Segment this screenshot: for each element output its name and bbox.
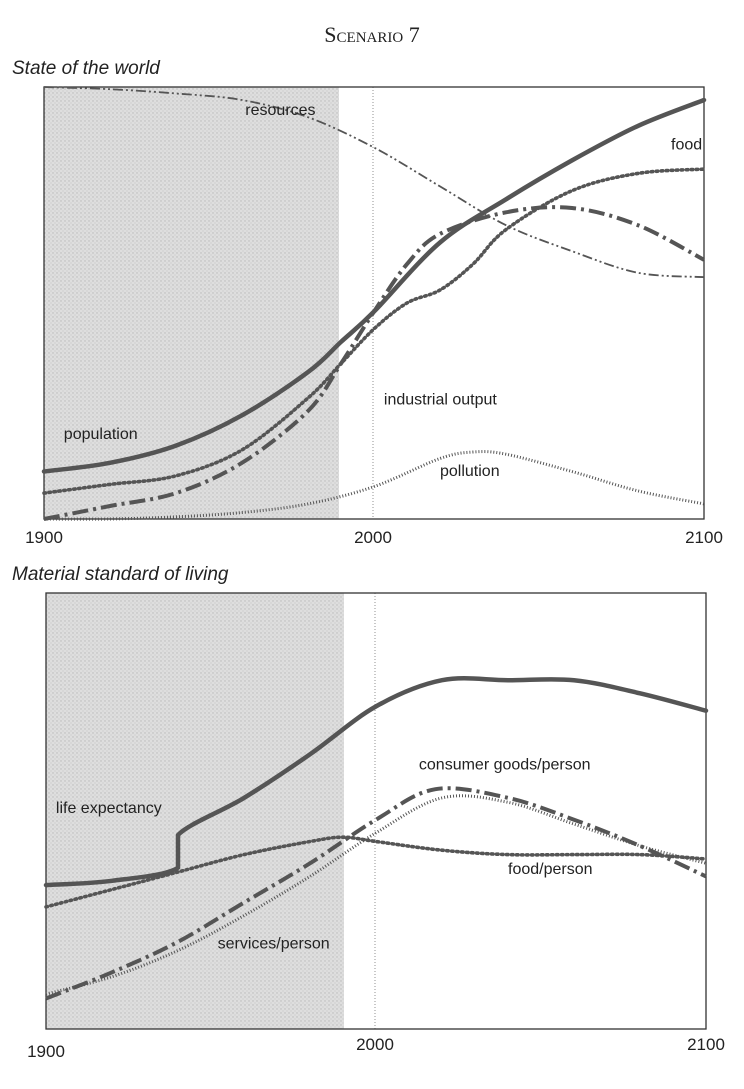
chart-title-top: State of the world [12,58,161,79]
tick-label-2100-top: 2100 [685,528,723,547]
series-label-pollution: pollution [440,463,500,480]
series-group-top [41,86,707,521]
series-line-resources [43,86,705,278]
series-label-food-person: food/person [508,861,593,878]
series-line-services-person [45,794,707,996]
annotations-bottom: life expectancy consumer goods/person food… [56,757,593,953]
tick-label-2000-top: 2000 [354,528,392,547]
series-label-consumer-goods-person: consumer goods/person [419,757,591,774]
series-group-bottom [43,675,709,1001]
tick-label-1900-top: 1900 [25,528,63,547]
series-line-pollution [43,450,705,521]
series-label-population: population [64,426,138,443]
series-label-services-person: services/person [218,935,330,952]
series-label-food: food [671,137,702,154]
figure-title: Scenario 7 [324,22,419,47]
plot-frame-top [43,86,705,520]
tick-label-2000-bottom: 2000 [356,1035,394,1054]
chart-title-bottom: Material standard of living [12,564,229,585]
series-line-industrial-output [43,205,705,521]
state-of-world-chart: State of the world resources food industri… [12,58,723,547]
series-label-industrial-output: industrial output [384,392,498,409]
plot-frame-bottom [45,592,707,1030]
series-label-life-expectancy: life expectancy [56,800,162,817]
tick-label-2100-bottom: 2100 [687,1035,725,1054]
series-label-resources: resources [245,102,315,119]
series-line-consumer-goods-person [45,786,707,1001]
historical-shading-bottom [46,593,344,1029]
series-line-population [41,97,707,474]
series-line-life-expectancy [43,675,709,888]
series-line-food-person [44,835,708,909]
material-standard-chart: Material standard of living life expecta… [12,564,725,1061]
series-line-food [42,167,706,495]
tick-label-1900-bottom: 1900 [27,1042,65,1061]
historical-shading-top [44,87,339,519]
annotations-top: resources food industrial output population… [64,102,702,480]
